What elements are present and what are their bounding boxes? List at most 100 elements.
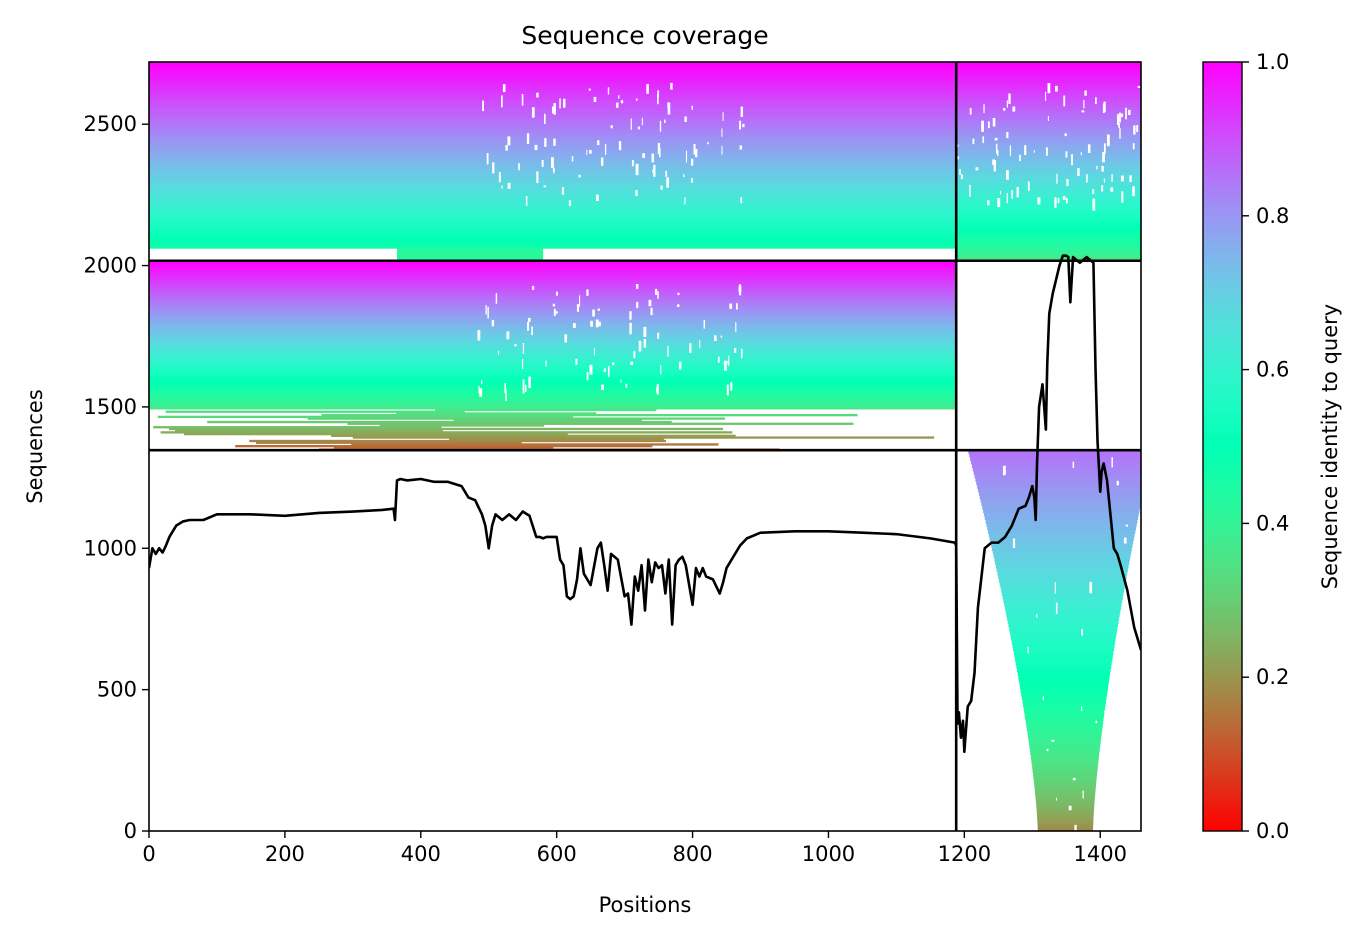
gap-mark	[690, 158, 694, 166]
heatmap-row	[149, 264, 957, 267]
heatmap-row	[435, 408, 657, 412]
heatmap-row	[149, 395, 957, 398]
heatmap-row	[993, 554, 1131, 559]
gap-mark	[630, 118, 632, 130]
heatmap-row	[149, 204, 957, 208]
heatmap-row	[956, 193, 1141, 197]
heatmap-row	[1017, 671, 1111, 676]
heatmap-row	[956, 242, 1141, 246]
heatmap-row	[956, 172, 1141, 175]
gap-mark	[635, 98, 638, 101]
x-tick-label: 200	[265, 842, 305, 866]
gap-mark	[989, 730, 992, 738]
gap-mark	[534, 144, 538, 151]
gap-mark	[561, 187, 565, 195]
heatmap-row	[983, 509, 1140, 514]
gap-mark	[1037, 197, 1041, 205]
heatmap-row	[995, 564, 1129, 569]
gap-mark	[1072, 461, 1075, 468]
heatmap-row	[1025, 720, 1104, 725]
gap-mark	[1016, 187, 1019, 198]
heatmap-row	[1007, 619, 1119, 624]
heatmap-row	[149, 128, 957, 132]
heatmap-row	[149, 217, 957, 220]
heatmap-row	[149, 372, 957, 375]
colorbar-axis: 0.0 0.2 0.4 0.6 0.8 1.0	[1242, 50, 1289, 843]
heatmap-row	[999, 581, 1126, 586]
heatmap-row	[981, 502, 1141, 507]
gap-mark	[983, 104, 985, 113]
gap-mark	[642, 153, 646, 158]
heatmap-row	[956, 65, 1141, 69]
gap-mark	[527, 317, 531, 322]
heatmap-row	[1025, 716, 1104, 721]
gap-mark	[990, 818, 994, 830]
heatmap-row	[956, 170, 1141, 173]
heatmap-row	[149, 239, 957, 242]
heatmap-row	[1024, 713, 1105, 718]
heatmap-row	[956, 239, 1141, 242]
heatmap-row	[347, 422, 854, 425]
gap-mark	[620, 379, 622, 383]
gap-mark	[956, 144, 959, 147]
heatmap-row	[1027, 730, 1102, 735]
gap-mark	[641, 117, 643, 126]
heatmap-row	[1033, 775, 1097, 780]
heatmap-row	[956, 226, 1141, 229]
heatmap-row	[1016, 664, 1112, 669]
heatmap-row	[149, 201, 957, 204]
heatmap-row	[956, 208, 1141, 211]
heatmap-row	[149, 302, 957, 305]
gap-mark	[597, 308, 600, 311]
gap-mark	[1137, 85, 1141, 89]
gap-mark	[1118, 112, 1121, 123]
heatmap-row	[1037, 824, 1094, 829]
gap-mark	[742, 123, 745, 128]
gap-mark	[479, 388, 483, 397]
heatmap-row	[149, 383, 957, 386]
gap-mark	[505, 145, 508, 151]
gap-mark	[1104, 710, 1107, 713]
heatmap-row	[956, 72, 1141, 76]
gap-mark	[1055, 797, 1058, 801]
gap-mark	[1083, 99, 1085, 109]
heatmap-row	[956, 231, 1141, 235]
heatmap-row	[1004, 602, 1122, 607]
heatmap-row	[149, 319, 957, 322]
heatmap-row	[149, 172, 957, 175]
heatmap-row	[149, 284, 957, 288]
heatmap-row	[397, 253, 544, 256]
gap-mark	[960, 174, 963, 180]
gap-mark	[695, 149, 698, 158]
heatmap-row	[1037, 820, 1094, 825]
heatmap-row	[956, 192, 1141, 195]
gap-mark	[740, 348, 743, 359]
heatmap-row	[149, 143, 957, 146]
heatmap-row	[149, 341, 957, 345]
heatmap-row	[149, 103, 957, 106]
heatmap-row	[956, 101, 1141, 105]
heatmap-row	[956, 103, 1141, 106]
gap-mark	[612, 362, 615, 366]
gap-mark	[656, 383, 659, 395]
heatmap-row	[149, 401, 957, 405]
heatmap-row	[956, 249, 1141, 253]
x-axis: 0 200 400 600 800 1000 1200 1400	[142, 831, 1127, 866]
heatmap-row	[149, 242, 957, 246]
gap-mark	[617, 95, 620, 99]
heatmap-row	[149, 71, 957, 74]
gap-mark	[739, 145, 743, 150]
gap-mark	[643, 326, 647, 338]
heatmap-row	[956, 141, 1141, 144]
gap-mark	[522, 388, 525, 394]
colorbar-tick-label: 0.4	[1256, 511, 1289, 535]
gap-mark	[1095, 720, 1098, 724]
heatmap-row	[149, 139, 957, 143]
heatmap-row	[149, 123, 957, 126]
heatmap-row	[149, 374, 957, 377]
heatmap-row	[149, 188, 957, 191]
heatmap-row	[149, 87, 957, 90]
gap-mark	[1065, 151, 1068, 158]
gap-mark	[1106, 134, 1110, 147]
gap-mark	[486, 153, 489, 165]
